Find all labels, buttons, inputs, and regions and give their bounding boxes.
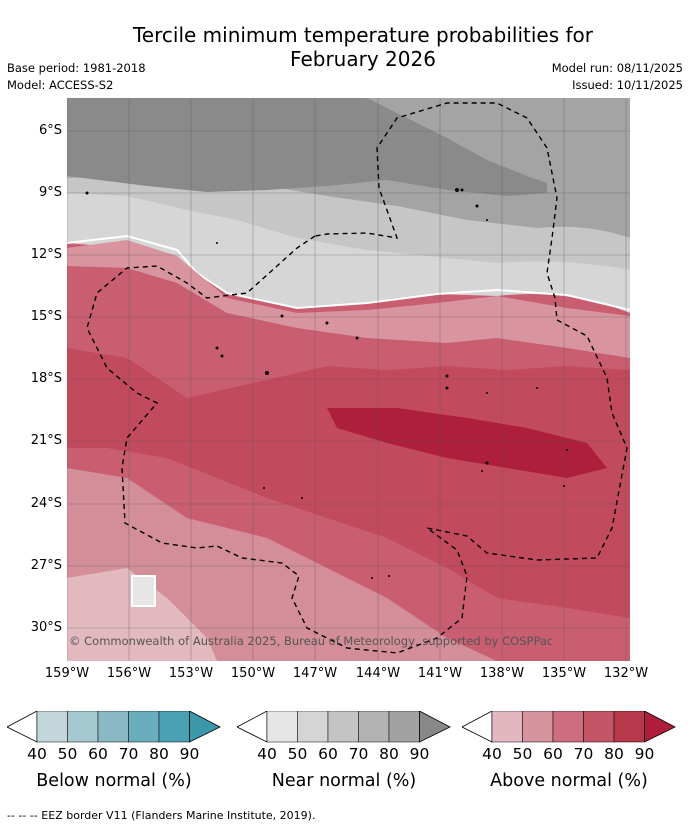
above-normal-80 <box>67 348 630 618</box>
eez-footer-note: -- -- -- EEZ border V11 (Flanders Marine… <box>7 809 316 822</box>
cb-above-50 <box>522 710 554 743</box>
cb-near-70 <box>358 710 390 743</box>
cb-below-ticks: 40 50 60 70 80 90 <box>7 745 221 765</box>
title-line-2: February 2026 <box>290 47 436 71</box>
lat-label: 12°S <box>30 247 62 262</box>
tick-label: 90 <box>634 745 655 763</box>
cb-below-high-arrow <box>189 710 221 743</box>
lon-label: 138°W <box>479 666 525 681</box>
base-period: Base period: 1981-2018 <box>7 61 146 75</box>
cb-below-low-arrow <box>6 710 38 743</box>
tick-label: 80 <box>149 745 169 763</box>
lat-label: 30°S <box>30 620 62 635</box>
cb-near-ticks: 40 50 60 70 80 90 <box>237 745 451 765</box>
cb-near-50 <box>297 710 329 743</box>
cb-above-40 <box>491 710 523 743</box>
lon-label: 153°W <box>168 666 214 681</box>
tick-label: 60 <box>88 745 108 763</box>
lat-label: 27°S <box>30 558 62 573</box>
map-title: Tercile minimum temperature probabilitie… <box>0 23 690 71</box>
above-normal-90 <box>327 408 607 478</box>
probability-map <box>67 98 630 661</box>
lon-label: 132°W <box>603 666 649 681</box>
lat-label: 21°S <box>30 433 62 448</box>
lon-label: 156°W <box>106 666 152 681</box>
lon-label: 150°W <box>230 666 276 681</box>
tick-label: 50 <box>287 745 308 763</box>
near-normal-patch <box>131 575 156 607</box>
cb-near-low-arrow <box>236 710 268 743</box>
lon-label: 159°W <box>44 666 90 681</box>
tick-label: 50 <box>512 745 533 763</box>
cb-above-70 <box>583 710 615 743</box>
tick-label: 40 <box>482 745 502 763</box>
lat-label: 6°S <box>38 123 62 138</box>
model-run: Model run: 08/11/2025 <box>551 61 683 75</box>
tick-label: 80 <box>604 745 624 763</box>
lon-label: 147°W <box>292 666 338 681</box>
tercile-boundary <box>67 234 630 311</box>
meta-right: Model run: 08/11/2025 Issued: 10/11/2025 <box>552 60 683 94</box>
tick-label: 40 <box>257 745 277 763</box>
map-canvas <box>67 98 630 661</box>
tick-label: 40 <box>27 745 47 763</box>
tick-label: 60 <box>318 745 338 763</box>
colorbar-below-svg <box>6 710 221 743</box>
cb-below-80 <box>158 710 190 743</box>
tick-label: 70 <box>348 745 369 763</box>
cb-above-title: Above normal (%) <box>490 771 648 791</box>
cb-below-60 <box>97 710 129 743</box>
eez-border <box>86 102 628 654</box>
near-normal-70-east <box>67 98 630 170</box>
meta-left: Base period: 1981-2018 Model: ACCESS-S2 <box>7 60 146 94</box>
cb-near-title: Near normal (%) <box>271 771 417 791</box>
tick-label: 80 <box>379 745 399 763</box>
colorbar-above-normal: 40 50 60 70 80 90 Above normal (%) <box>461 710 676 801</box>
colorbar-near-normal: 40 50 60 70 80 90 Near normal (%) <box>236 710 451 801</box>
tick-label: 50 <box>57 745 78 763</box>
lat-label: 24°S <box>30 496 62 511</box>
cb-below-title: Below normal (%) <box>36 771 192 791</box>
colorbar-above-svg <box>461 710 676 743</box>
lat-label: 9°S <box>38 185 62 200</box>
cb-above-ticks: 40 50 60 70 80 90 <box>462 745 676 765</box>
cb-near-60 <box>327 710 359 743</box>
cb-below-40 <box>36 710 68 743</box>
tick-label: 90 <box>179 745 200 763</box>
colorbar-near-svg <box>236 710 451 743</box>
islands <box>85 188 568 579</box>
lon-label: 141°W <box>417 666 463 681</box>
copyright-notice: © Commonwealth of Australia 2025, Bureau… <box>69 634 554 648</box>
title-line-1: Tercile minimum temperature probabilitie… <box>132 23 594 47</box>
lat-label: 18°S <box>30 371 62 386</box>
cb-near-40 <box>266 710 298 743</box>
lat-label: 15°S <box>30 309 62 324</box>
tick-label: 60 <box>543 745 563 763</box>
near-normal-80 <box>67 98 547 196</box>
cb-below-70 <box>128 710 160 743</box>
cb-near-high-arrow <box>419 710 451 743</box>
lon-label: 135°W <box>541 666 587 681</box>
lon-label: 144°W <box>355 666 401 681</box>
cb-above-high-arrow <box>644 710 676 743</box>
colorbar-below-normal: 40 50 60 70 80 90 Below normal (%) <box>6 710 221 801</box>
cb-below-50 <box>67 710 99 743</box>
model-name: Model: ACCESS-S2 <box>7 78 114 92</box>
issued-date: Issued: 10/11/2025 <box>572 78 683 92</box>
cb-above-low-arrow <box>461 710 493 743</box>
tick-label: 70 <box>573 745 594 763</box>
cb-near-80 <box>388 710 420 743</box>
tick-label: 70 <box>118 745 139 763</box>
tick-label: 90 <box>409 745 430 763</box>
graticule <box>67 98 630 661</box>
cb-above-80 <box>613 710 645 743</box>
above-normal-50 <box>67 240 630 358</box>
cb-above-60 <box>552 710 584 743</box>
above-normal-40-south <box>67 568 217 661</box>
